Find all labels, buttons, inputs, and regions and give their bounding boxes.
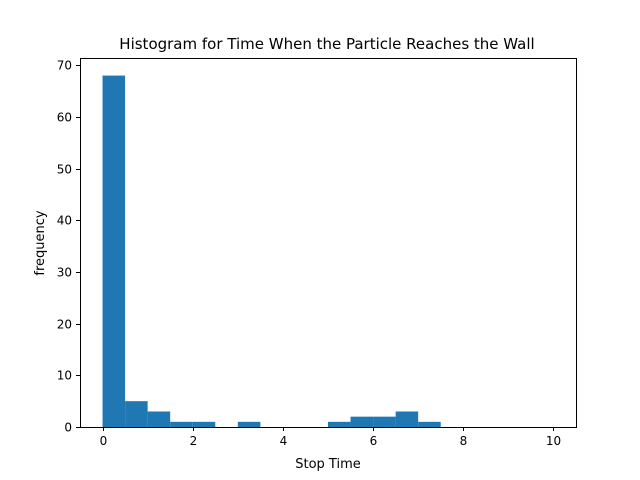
histogram-bar — [395, 411, 419, 427]
histogram-bar — [237, 421, 261, 427]
x-tick-label: 8 — [460, 434, 468, 448]
y-tick-label: 10 — [57, 369, 72, 383]
y-tick-label: 70 — [57, 59, 72, 73]
y-axis-ticks: 0 10 20 30 40 50 60 70 — [57, 59, 80, 435]
y-tick-label: 40 — [57, 214, 72, 228]
histogram-bar — [328, 421, 351, 427]
chart-title: Histogram for Time When the Particle Rea… — [119, 35, 534, 53]
y-tick-label: 30 — [57, 266, 72, 280]
histogram-bar — [125, 401, 148, 427]
plot-frame — [80, 58, 577, 428]
y-tick-label: 60 — [57, 111, 72, 125]
histogram-bar — [147, 411, 171, 427]
x-axis-label: Stop Time — [295, 457, 361, 472]
x-tick-label: 4 — [280, 434, 288, 448]
x-tick-label: 6 — [370, 434, 378, 448]
x-tick-label: 0 — [100, 434, 108, 448]
y-tick-label: 0 — [64, 421, 72, 435]
x-tick-label: 2 — [190, 434, 198, 448]
histogram-bar — [192, 421, 216, 427]
histogram-bar — [373, 416, 396, 427]
x-tick-label: 10 — [546, 434, 561, 448]
bars-group — [102, 75, 441, 428]
histogram-bar — [418, 421, 441, 427]
y-axis-label: frequency — [33, 210, 48, 276]
histogram-bar — [170, 421, 193, 427]
histogram-bar — [102, 75, 126, 428]
x-axis-ticks: 0 2 4 6 8 10 — [100, 427, 561, 448]
y-tick-label: 50 — [57, 163, 72, 177]
histogram-bar — [350, 416, 374, 427]
y-tick-label: 20 — [57, 318, 72, 332]
